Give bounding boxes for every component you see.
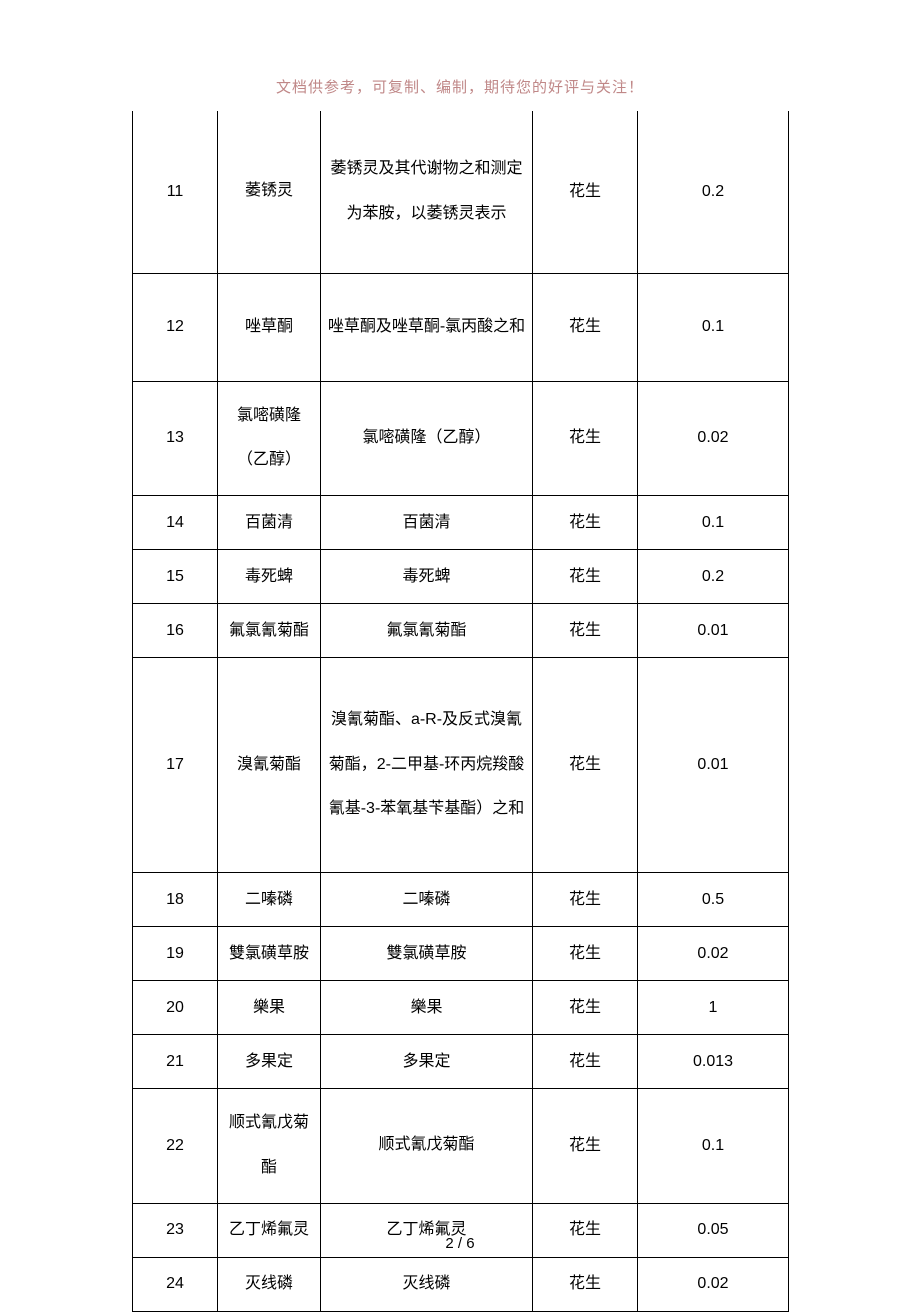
cell-desc: 樂果 (321, 981, 533, 1035)
cell-name: 雙氯磺草胺 (218, 927, 321, 981)
cell-name: 唑草酮 (218, 273, 321, 381)
header-note: 文档供参考，可复制、编制，期待您的好评与关注！ (0, 76, 920, 97)
cell-desc: 灭线磷 (321, 1257, 533, 1311)
cell-target: 花生 (533, 1089, 638, 1204)
cell-desc: 多果定 (321, 1035, 533, 1089)
cell-desc: 唑草酮及唑草酮-氯丙酸之和 (321, 273, 533, 381)
table-row: 22顺式氰戊菊酯顺式氰戊菊酯花生0.1 (133, 1089, 789, 1204)
table-row: 15毒死蜱毒死蜱花生0.2 (133, 550, 789, 604)
cell-desc: 萎锈灵及其代谢物之和测定为苯胺，以萎锈灵表示 (321, 111, 533, 273)
table-row: 14百菌清百菌清花生0.1 (133, 496, 789, 550)
cell-target: 花生 (533, 381, 638, 496)
cell-desc: 溴氰菊酯、a-R-及反式溴氰菊酯，2-二甲基-环丙烷羧酸氰基-3-苯氧基苄基酯）… (321, 658, 533, 873)
table-row: 17溴氰菊酯溴氰菊酯、a-R-及反式溴氰菊酯，2-二甲基-环丙烷羧酸氰基-3-苯… (133, 658, 789, 873)
cell-target: 花生 (533, 1035, 638, 1089)
cell-target: 花生 (533, 604, 638, 658)
cell-desc: 百菌清 (321, 496, 533, 550)
cell-limit: 0.1 (638, 273, 789, 381)
cell-num: 18 (133, 873, 218, 927)
cell-num: 17 (133, 658, 218, 873)
table-row: 16氟氯氰菊酯氟氯氰菊酯花生0.01 (133, 604, 789, 658)
cell-num: 15 (133, 550, 218, 604)
cell-num: 21 (133, 1035, 218, 1089)
page-current: 2 (445, 1235, 453, 1252)
cell-limit: 1 (638, 981, 789, 1035)
cell-num: 20 (133, 981, 218, 1035)
cell-desc: 毒死蜱 (321, 550, 533, 604)
cell-num: 19 (133, 927, 218, 981)
cell-desc: 氟氯氰菊酯 (321, 604, 533, 658)
page-sep: / (454, 1235, 467, 1252)
cell-name: 灭线磷 (218, 1257, 321, 1311)
cell-desc: 顺式氰戊菊酯 (321, 1089, 533, 1204)
table-row: 13氯嘧磺隆（乙醇）氯嘧磺隆（乙醇）花生0.02 (133, 381, 789, 496)
table-row: 21多果定多果定花生0.013 (133, 1035, 789, 1089)
cell-limit: 0.01 (638, 604, 789, 658)
table-row: 24灭线磷灭线磷花生0.02 (133, 1257, 789, 1311)
cell-desc: 氯嘧磺隆（乙醇） (321, 381, 533, 496)
cell-limit: 0.02 (638, 927, 789, 981)
cell-target: 花生 (533, 550, 638, 604)
cell-num: 16 (133, 604, 218, 658)
table-row: 19雙氯磺草胺雙氯磺草胺花生0.02 (133, 927, 789, 981)
cell-limit: 0.5 (638, 873, 789, 927)
cell-limit: 0.1 (638, 496, 789, 550)
cell-target: 花生 (533, 273, 638, 381)
cell-target: 花生 (533, 658, 638, 873)
cell-target: 花生 (533, 981, 638, 1035)
cell-num: 12 (133, 273, 218, 381)
table-row: 18二嗪磷二嗪磷花生0.5 (133, 873, 789, 927)
cell-limit: 0.2 (638, 111, 789, 273)
table-row: 11萎锈灵萎锈灵及其代谢物之和测定为苯胺，以萎锈灵表示花生0.2 (133, 111, 789, 273)
cell-name: 多果定 (218, 1035, 321, 1089)
cell-desc: 二嗪磷 (321, 873, 533, 927)
cell-target: 花生 (533, 111, 638, 273)
cell-num: 24 (133, 1257, 218, 1311)
cell-limit: 0.013 (638, 1035, 789, 1089)
cell-name: 樂果 (218, 981, 321, 1035)
cell-limit: 0.1 (638, 1089, 789, 1204)
cell-num: 13 (133, 381, 218, 496)
cell-name: 二嗪磷 (218, 873, 321, 927)
cell-desc: 雙氯磺草胺 (321, 927, 533, 981)
cell-name: 氯嘧磺隆（乙醇） (218, 381, 321, 496)
cell-num: 11 (133, 111, 218, 273)
cell-name: 毒死蜱 (218, 550, 321, 604)
data-table: 11萎锈灵萎锈灵及其代谢物之和测定为苯胺，以萎锈灵表示花生0.212唑草酮唑草酮… (132, 111, 789, 1312)
data-table-wrapper: 11萎锈灵萎锈灵及其代谢物之和测定为苯胺，以萎锈灵表示花生0.212唑草酮唑草酮… (132, 111, 788, 1312)
page-total: 6 (466, 1235, 474, 1252)
cell-limit: 0.02 (638, 1257, 789, 1311)
cell-limit: 0.02 (638, 381, 789, 496)
table-row: 12唑草酮唑草酮及唑草酮-氯丙酸之和花生0.1 (133, 273, 789, 381)
cell-num: 14 (133, 496, 218, 550)
cell-target: 花生 (533, 496, 638, 550)
page-footer: 2 / 6 (0, 1235, 920, 1252)
cell-name: 百菌清 (218, 496, 321, 550)
table-row: 20樂果樂果花生1 (133, 981, 789, 1035)
cell-num: 22 (133, 1089, 218, 1204)
cell-name: 顺式氰戊菊酯 (218, 1089, 321, 1204)
cell-name: 氟氯氰菊酯 (218, 604, 321, 658)
cell-target: 花生 (533, 927, 638, 981)
cell-name: 溴氰菊酯 (218, 658, 321, 873)
cell-target: 花生 (533, 1257, 638, 1311)
cell-name: 萎锈灵 (218, 111, 321, 273)
cell-limit: 0.01 (638, 658, 789, 873)
cell-target: 花生 (533, 873, 638, 927)
cell-limit: 0.2 (638, 550, 789, 604)
